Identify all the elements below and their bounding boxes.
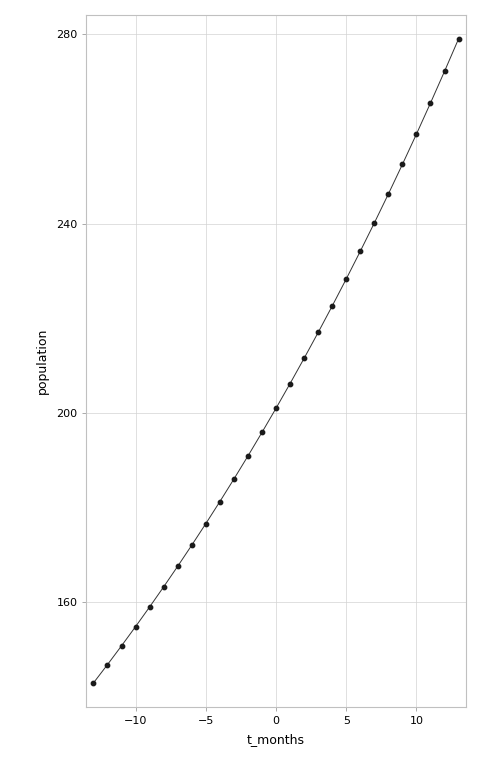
Point [371, 217, 378, 229]
Point [188, 539, 195, 551]
Point [342, 273, 350, 285]
Point [300, 353, 308, 365]
Point [244, 450, 252, 462]
Point [357, 245, 364, 257]
Point [413, 128, 420, 141]
Point [286, 377, 294, 389]
Point [272, 402, 280, 415]
Point [174, 560, 181, 572]
Point [160, 581, 168, 593]
Point [104, 658, 111, 670]
Point [314, 326, 322, 339]
Point [132, 621, 139, 633]
Point [230, 473, 238, 485]
Point [441, 65, 448, 78]
Point [398, 158, 406, 170]
Point [455, 33, 462, 45]
Y-axis label: population: population [36, 328, 49, 394]
Point [427, 97, 434, 109]
Point [258, 426, 266, 439]
Point [202, 518, 210, 530]
Point [90, 677, 97, 689]
Point [118, 640, 125, 652]
Point [216, 495, 224, 508]
Point [328, 300, 336, 312]
Point [146, 601, 154, 613]
Point [384, 188, 392, 200]
X-axis label: t_months: t_months [247, 733, 305, 746]
